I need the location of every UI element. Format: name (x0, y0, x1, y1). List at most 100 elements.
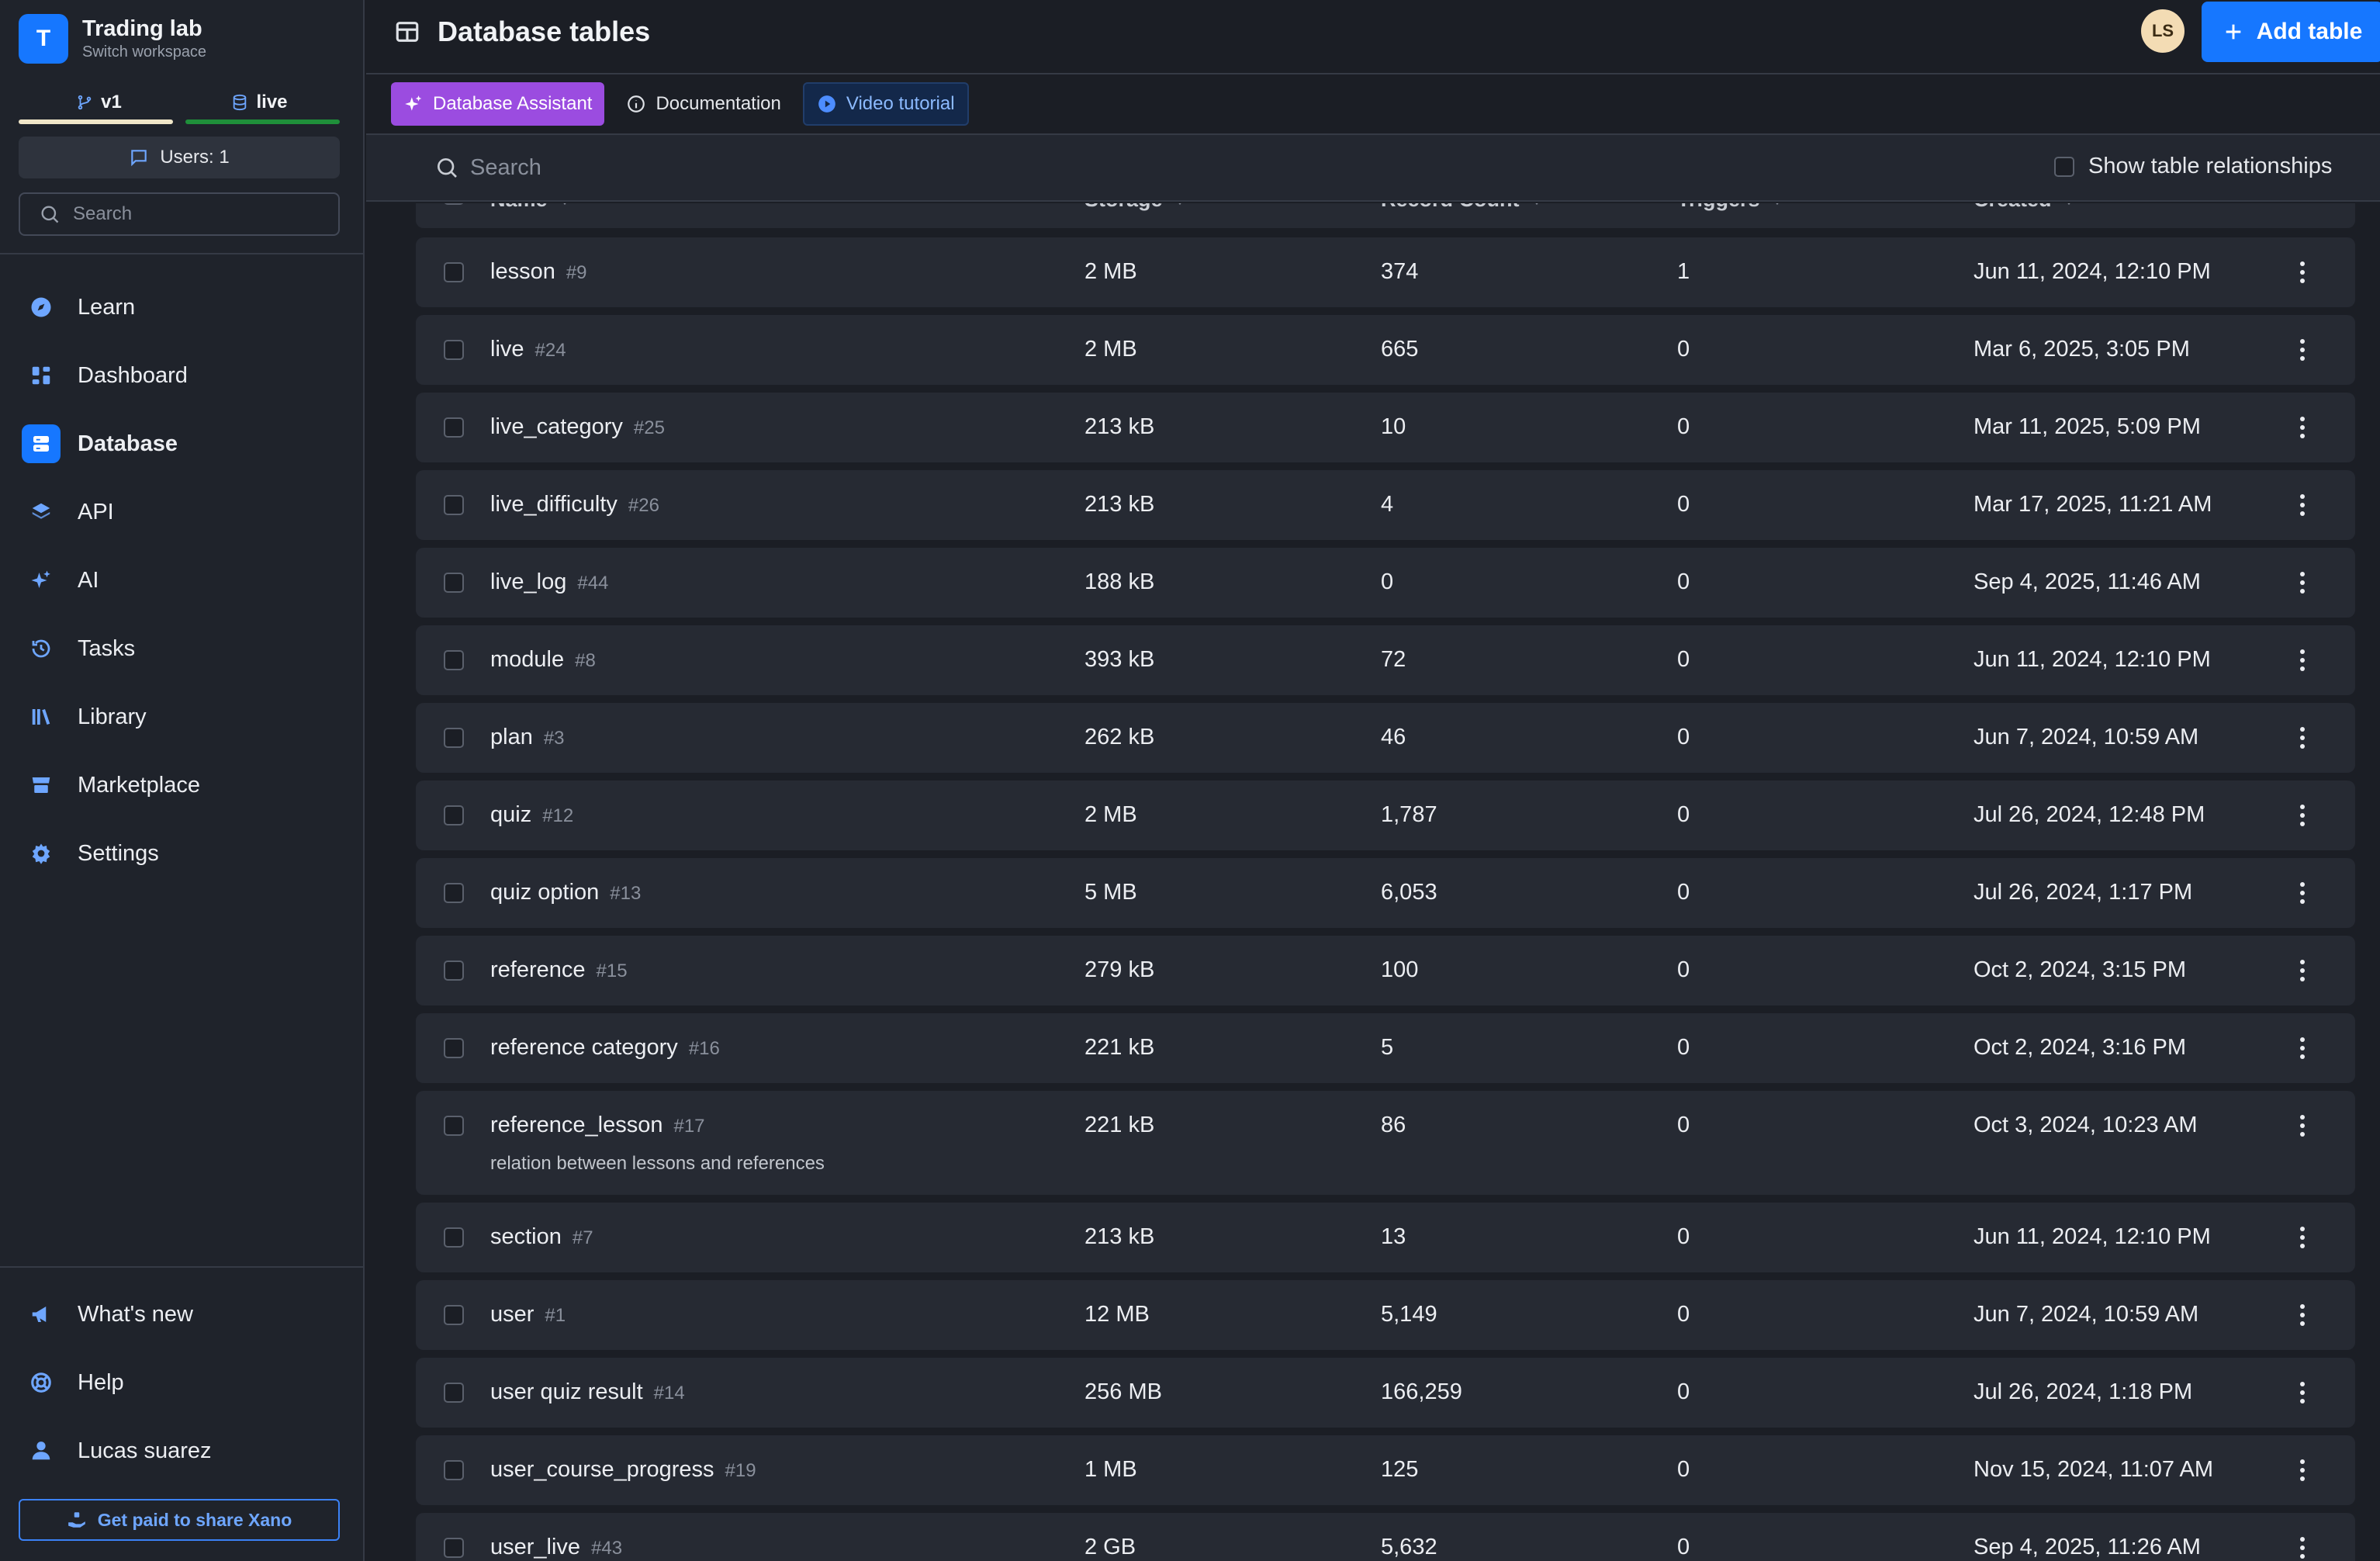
row-checkbox[interactable] (444, 417, 464, 438)
sidebar-search-input[interactable] (73, 203, 321, 225)
row-menu-button[interactable] (2287, 562, 2318, 604)
created-cell: Mar 17, 2025, 11:21 AM (1974, 492, 2212, 517)
database-assistant-button[interactable]: Database Assistant (391, 82, 605, 126)
nav-label: Help (78, 1369, 124, 1395)
workspace-switcher[interactable]: T Trading lab Switch workspace (19, 14, 206, 64)
table-id: #7 (572, 1227, 593, 1248)
compass-icon (31, 297, 51, 317)
table-row[interactable]: module #8 393 kB 72 0 Jun 11, 2024, 12:10… (416, 625, 2355, 695)
sidebar-search[interactable] (19, 192, 340, 236)
nav-item-library[interactable]: Library (19, 683, 340, 751)
nav-item-dashboard[interactable]: Dashboard (19, 341, 340, 410)
created-cell: Oct 3, 2024, 10:23 AM (1974, 1113, 2198, 1137)
row-menu-button[interactable] (2287, 1217, 2318, 1258)
row-checkbox[interactable] (444, 340, 464, 360)
table-row[interactable]: reference #15 279 kB 100 0 Oct 2, 2024, 3… (416, 936, 2355, 1005)
users-button[interactable]: Users: 1 (19, 137, 340, 178)
nav-item-help[interactable]: Help (19, 1348, 340, 1417)
table-id: #13 (610, 883, 642, 904)
row-checkbox[interactable] (444, 1383, 464, 1403)
row-menu-button[interactable] (2287, 1294, 2318, 1336)
row-menu-button[interactable] (2287, 251, 2318, 293)
column-header-created[interactable]: Created (1974, 203, 2077, 212)
row-menu-button[interactable] (2287, 1372, 2318, 1414)
table-row[interactable]: user_live #43 2 GB 5,632 0 Sep 4, 2025, 1… (416, 1513, 2355, 1561)
table-row[interactable]: live_log #44 188 kB 0 0 Sep 4, 2025, 11:4… (416, 548, 2355, 618)
record-count-cell: 100 (1381, 957, 1419, 982)
row-checkbox[interactable] (444, 495, 464, 515)
table-name: section (490, 1224, 562, 1249)
nav-item-whats-new[interactable]: What's new (19, 1280, 340, 1348)
row-menu-button[interactable] (2287, 717, 2318, 759)
share-referral-button[interactable]: Get paid to share Xano (19, 1499, 340, 1541)
nav-item-marketplace[interactable]: Marketplace (19, 751, 340, 819)
table-row[interactable]: user quiz result #14 256 MB 166,259 0 Jul… (416, 1358, 2355, 1428)
table-row[interactable]: reference_lesson #17 relation between les… (416, 1091, 2355, 1195)
row-menu-button[interactable] (2287, 329, 2318, 371)
nav-item-profile[interactable]: Lucas suarez (19, 1417, 340, 1485)
table-row[interactable]: quiz option #13 5 MB 6,053 0 Jul 26, 2024… (416, 858, 2355, 928)
avatar[interactable]: LS (2141, 9, 2185, 53)
table-row[interactable]: live_difficulty #26 213 kB 4 0 Mar 17, 20… (416, 470, 2355, 540)
row-menu-button[interactable] (2287, 407, 2318, 448)
nav-item-learn[interactable]: Learn (19, 273, 340, 341)
show-relationships-toggle[interactable]: Show table relationships (2054, 154, 2332, 179)
storage-cell: 1 MB (1084, 1457, 1137, 1482)
row-checkbox[interactable] (444, 883, 464, 903)
column-header-triggers[interactable]: Triggers (1677, 203, 1785, 212)
row-checkbox[interactable] (444, 1116, 464, 1136)
table-row[interactable]: reference category #16 221 kB 5 0 Oct 2, … (416, 1013, 2355, 1083)
row-menu-button[interactable] (2287, 950, 2318, 992)
table-row[interactable]: plan #3 262 kB 46 0 Jun 7, 2024, 10:59 AM (416, 703, 2355, 773)
row-checkbox[interactable] (444, 1460, 464, 1480)
nav-item-api[interactable]: API (19, 478, 340, 546)
row-checkbox[interactable] (444, 1038, 464, 1058)
table-row[interactable]: user_course_progress #19 1 MB 125 0 Nov 1… (416, 1435, 2355, 1505)
nav-item-settings[interactable]: Settings (19, 819, 340, 888)
nav-item-tasks[interactable]: Tasks (19, 614, 340, 683)
table-name: lesson (490, 259, 555, 284)
row-menu-button[interactable] (2287, 1449, 2318, 1491)
row-menu-button[interactable] (2287, 794, 2318, 836)
add-table-button[interactable]: Add table (2202, 2, 2380, 62)
relationships-checkbox[interactable] (2054, 156, 2074, 177)
column-header-storage[interactable]: Storage (1084, 203, 1188, 212)
table-row[interactable]: lesson #9 2 MB 374 1 Jun 11, 2024, 12:10 … (416, 237, 2355, 307)
branch-label: v1 (101, 92, 122, 112)
video-tutorial-button[interactable]: Video tutorial (802, 82, 969, 126)
row-checkbox[interactable] (444, 650, 464, 670)
row-checkbox[interactable] (444, 1538, 464, 1558)
table-search-input[interactable] (470, 151, 1556, 185)
row-menu-button[interactable] (2287, 1527, 2318, 1561)
table-row[interactable]: live #24 2 MB 665 0 Mar 6, 2025, 3:05 PM (416, 315, 2355, 385)
nav-label: Settings (78, 840, 159, 866)
row-checkbox[interactable] (444, 728, 464, 748)
row-menu-button[interactable] (2287, 1027, 2318, 1069)
column-header-records[interactable]: Record Count (1381, 203, 1545, 212)
row-checkbox[interactable] (444, 1227, 464, 1248)
row-checkbox[interactable] (444, 1305, 464, 1325)
nav-item-database[interactable]: Database (19, 410, 340, 478)
table-row[interactable]: section #7 213 kB 13 0 Jun 11, 2024, 12:1… (416, 1203, 2355, 1272)
row-checkbox[interactable] (444, 805, 464, 825)
nav-item-ai[interactable]: AI (19, 546, 340, 614)
table-row[interactable]: quiz #12 2 MB 1,787 0 Jul 26, 2024, 12:48… (416, 780, 2355, 850)
row-checkbox[interactable] (444, 262, 464, 282)
add-table-label: Add table (2256, 19, 2363, 44)
table-row[interactable]: user #1 12 MB 5,149 0 Jun 7, 2024, 10:59 … (416, 1280, 2355, 1350)
row-menu-button[interactable] (2287, 1105, 2318, 1147)
row-menu-button[interactable] (2287, 639, 2318, 681)
column-header-name[interactable]: Name (490, 203, 573, 212)
nav-label: Database (78, 431, 178, 456)
row-checkbox[interactable] (444, 573, 464, 593)
row-menu-button[interactable] (2287, 872, 2318, 914)
branch-tab-v1[interactable]: v1 (19, 81, 179, 124)
documentation-link[interactable]: Documentation (614, 82, 793, 126)
select-all-checkbox[interactable] (444, 203, 464, 205)
created-cell: Jul 26, 2024, 1:17 PM (1974, 880, 2193, 905)
table-row[interactable]: live_category #25 213 kB 10 0 Mar 11, 202… (416, 393, 2355, 462)
row-checkbox[interactable] (444, 960, 464, 981)
branch-tab-live[interactable]: live (179, 81, 340, 124)
row-menu-button[interactable] (2287, 484, 2318, 526)
search-icon (41, 206, 59, 223)
